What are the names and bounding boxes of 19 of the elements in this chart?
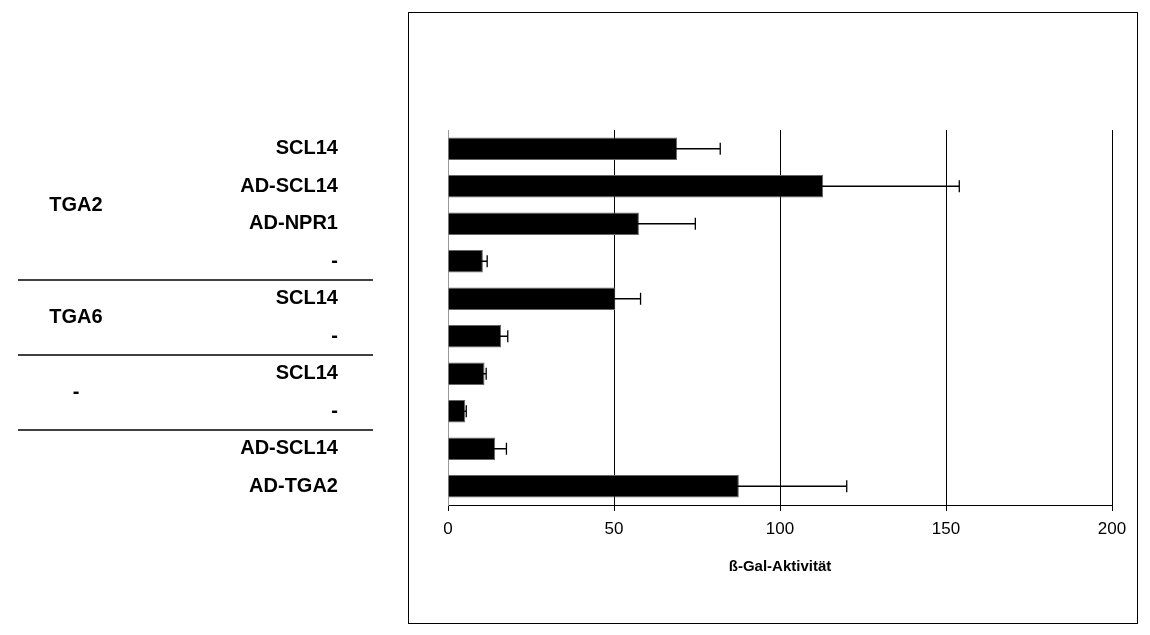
- y-tick-label: SCL14: [275, 286, 339, 309]
- x-tick-label: 50: [604, 518, 624, 538]
- y-tick-label: AD-SCL14: [240, 173, 339, 196]
- x-tick-label: 200: [1097, 518, 1127, 538]
- x-tick-label: 100: [765, 518, 795, 538]
- y-tick-label: -: [331, 248, 338, 271]
- y-tick-label: SCL14: [275, 136, 339, 159]
- y-tick-label: AD-SCL14: [240, 436, 339, 459]
- y-tick-label: SCL14: [275, 361, 339, 384]
- y-tick-label: AD-TGA2: [249, 473, 338, 496]
- text: TGA6: [49, 305, 103, 328]
- text: TGA2: [49, 192, 103, 215]
- x-tick-label: 0: [443, 518, 453, 538]
- x-tick-label: 150: [931, 518, 961, 538]
- x-axis-title: ß-Gal-Aktivität: [728, 556, 832, 574]
- y-tick-label: AD-NPR1: [249, 211, 338, 234]
- text: -: [72, 380, 80, 403]
- y-tick-label: -: [331, 398, 338, 421]
- y-tick-label: -: [331, 323, 338, 346]
